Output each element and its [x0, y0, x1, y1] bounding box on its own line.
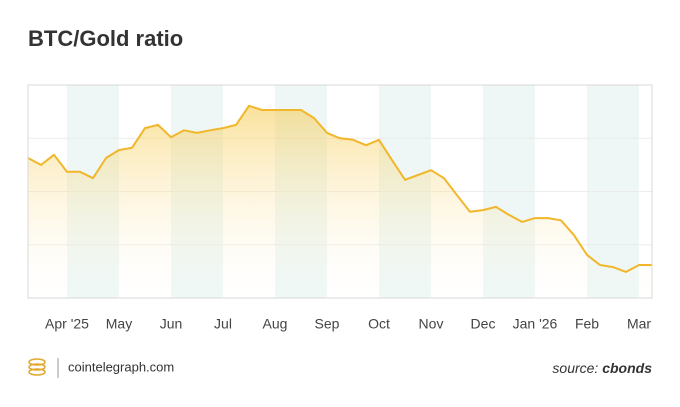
- x-tick-label: Jun: [160, 316, 183, 332]
- x-tick-label: Jan '26: [513, 316, 558, 332]
- chart-title: BTC/Gold ratio: [28, 26, 183, 51]
- area-fill: [28, 105, 652, 298]
- site-name: cointelegraph.com: [68, 359, 174, 374]
- x-tick-label: Feb: [575, 316, 599, 332]
- plot-frame: [27, 84, 653, 299]
- x-tick-label: Aug: [263, 316, 288, 332]
- x-tick-label: Nov: [419, 316, 444, 332]
- x-tick-label: Apr '25: [45, 316, 89, 332]
- x-tick-label: Sep: [315, 316, 340, 332]
- x-tick-label: May: [106, 316, 132, 332]
- logo: [28, 358, 46, 376]
- series-line: [27, 104, 652, 273]
- x-tick-label: Mar: [627, 316, 651, 332]
- source-label: source:: [552, 360, 598, 376]
- x-tick-label: Dec: [471, 316, 496, 332]
- x-tick-label: Oct: [368, 316, 390, 332]
- source: source: cbonds: [552, 360, 652, 376]
- x-tick-label: Jul: [214, 316, 232, 332]
- source-name: cbonds: [602, 360, 652, 376]
